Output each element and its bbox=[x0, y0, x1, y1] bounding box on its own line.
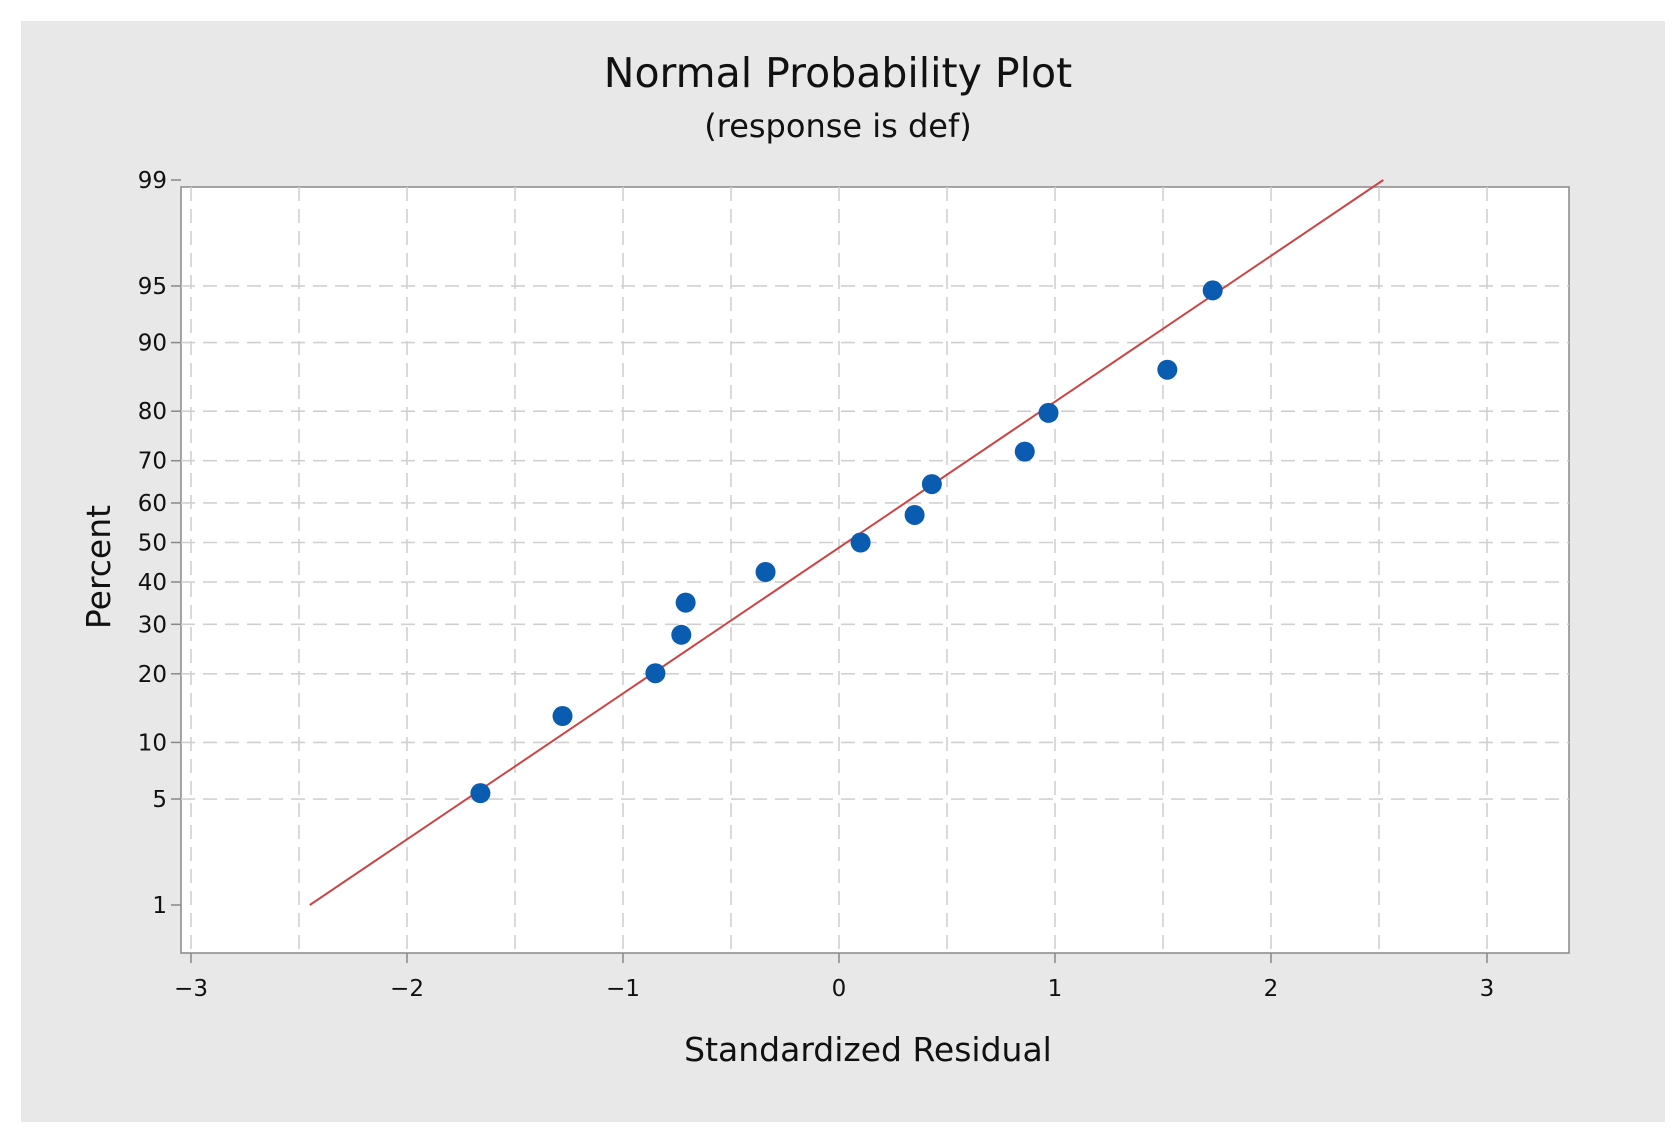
x-tick-label: −1 bbox=[606, 976, 640, 1002]
y-axis-ticks: 1 5 10 20 30 40 50 60 70 80 90 95 99 bbox=[138, 168, 181, 919]
data-point bbox=[1157, 359, 1178, 380]
y-tick-label: 70 bbox=[138, 449, 167, 475]
y-tick-label: 10 bbox=[138, 730, 167, 756]
data-point bbox=[675, 592, 696, 613]
y-tick-label: 90 bbox=[138, 331, 167, 357]
data-point bbox=[671, 624, 692, 645]
data-point bbox=[1202, 280, 1223, 301]
y-tick-label: 40 bbox=[138, 570, 167, 596]
data-point bbox=[904, 504, 925, 525]
x-tick-label: 2 bbox=[1264, 976, 1279, 1002]
normal-probability-plot: Normal Probability Plot (response is def… bbox=[21, 21, 1665, 1122]
y-tick-label: 5 bbox=[152, 787, 167, 813]
data-point bbox=[755, 561, 776, 582]
data-point bbox=[850, 532, 871, 553]
x-axis-label: Standardized Residual bbox=[684, 1030, 1052, 1069]
y-tick-label: 1 bbox=[152, 893, 167, 919]
x-axis-ticks: −3 −2 −1 0 1 2 3 bbox=[174, 953, 1494, 1002]
chart-subtitle: (response is def) bbox=[704, 107, 971, 145]
x-tick-label: 1 bbox=[1048, 976, 1063, 1002]
plot-area bbox=[180, 186, 1570, 954]
data-point bbox=[921, 474, 942, 495]
y-axis-label: Percent bbox=[79, 505, 118, 629]
y-tick-label: 30 bbox=[138, 612, 167, 638]
data-points bbox=[470, 280, 1223, 804]
data-point bbox=[552, 706, 573, 727]
data-point bbox=[1038, 402, 1059, 423]
y-tick-label: 60 bbox=[138, 491, 167, 517]
data-point bbox=[470, 783, 491, 804]
fit-line bbox=[309, 179, 1384, 906]
chart-frame: Normal Probability Plot (response is def… bbox=[21, 21, 1665, 1122]
y-tick-label: 50 bbox=[138, 531, 167, 557]
x-tick-label: −3 bbox=[174, 976, 208, 1002]
x-tick-label: 3 bbox=[1480, 976, 1495, 1002]
x-tick-label: 0 bbox=[832, 976, 847, 1002]
y-tick-label: 80 bbox=[138, 399, 167, 425]
data-point bbox=[1014, 441, 1035, 462]
fit-line-layer bbox=[309, 179, 1384, 906]
chart-title: Normal Probability Plot bbox=[604, 49, 1072, 97]
y-tick-label: 99 bbox=[138, 168, 167, 194]
data-point bbox=[645, 663, 666, 684]
y-tick-label: 95 bbox=[138, 274, 167, 300]
y-tick-label: 20 bbox=[138, 662, 167, 688]
x-tick-label: −2 bbox=[390, 976, 424, 1002]
grid-lines bbox=[181, 187, 1569, 953]
